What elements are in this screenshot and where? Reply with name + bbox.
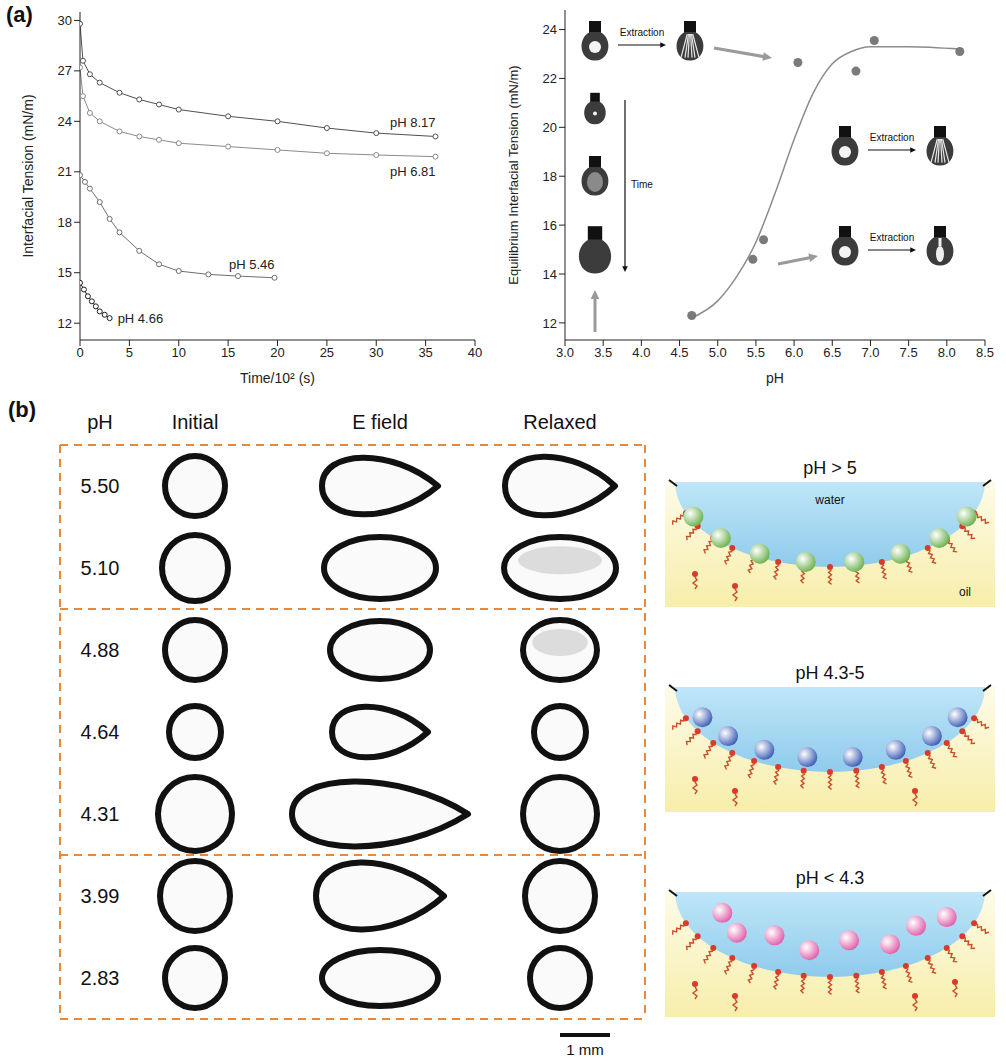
svg-text:14: 14 <box>543 267 557 282</box>
svg-text:24: 24 <box>58 114 72 129</box>
svg-text:(b): (b) <box>8 397 36 422</box>
svg-text:pH: pH <box>766 370 784 386</box>
svg-text:20: 20 <box>543 120 557 135</box>
svg-text:15: 15 <box>221 345 235 360</box>
svg-text:Initial: Initial <box>172 411 219 433</box>
svg-text:3.0: 3.0 <box>556 345 574 360</box>
svg-text:water: water <box>814 493 844 507</box>
svg-text:35: 35 <box>418 345 432 360</box>
svg-text:5.0: 5.0 <box>709 345 727 360</box>
svg-text:18: 18 <box>543 169 557 184</box>
svg-text:8.5: 8.5 <box>976 345 994 360</box>
svg-text:pH 6.81: pH 6.81 <box>390 164 436 179</box>
svg-text:4.31: 4.31 <box>81 803 120 825</box>
svg-text:pH 4.3-5: pH 4.3-5 <box>795 663 864 683</box>
svg-text:4.0: 4.0 <box>632 345 650 360</box>
svg-text:Extraction: Extraction <box>870 132 914 143</box>
svg-text:2.83: 2.83 <box>81 967 120 989</box>
svg-text:pH 5.46: pH 5.46 <box>229 257 275 272</box>
svg-text:5.10: 5.10 <box>81 557 120 579</box>
svg-text:E field: E field <box>352 411 408 433</box>
svg-text:5.50: 5.50 <box>81 475 120 497</box>
svg-text:3.99: 3.99 <box>81 885 120 907</box>
svg-text:Extraction: Extraction <box>870 232 914 243</box>
svg-text:pH < 4.3: pH < 4.3 <box>796 868 865 888</box>
html-text:(a): (a) <box>6 2 33 27</box>
svg-text:pH > 5: pH > 5 <box>803 458 857 478</box>
svg-text:5.5: 5.5 <box>747 345 765 360</box>
svg-text:4.64: 4.64 <box>81 721 120 743</box>
svg-text:0: 0 <box>76 345 83 360</box>
svg-text:Time: Time <box>631 179 653 190</box>
svg-text:1 mm: 1 mm <box>566 1041 604 1058</box>
svg-text:Time/10² (s): Time/10² (s) <box>240 370 315 386</box>
svg-text:pH: pH <box>87 411 113 433</box>
svg-text:pH 4.66: pH 4.66 <box>118 311 164 326</box>
svg-text:30: 30 <box>369 345 383 360</box>
svg-text:Extraction: Extraction <box>620 27 664 38</box>
svg-text:12: 12 <box>543 316 557 331</box>
svg-text:20: 20 <box>270 345 284 360</box>
svg-text:5: 5 <box>126 345 133 360</box>
svg-text:22: 22 <box>543 71 557 86</box>
svg-text:40: 40 <box>468 345 482 360</box>
svg-text:24: 24 <box>543 22 557 37</box>
svg-text:18: 18 <box>58 215 72 230</box>
svg-text:7.5: 7.5 <box>900 345 918 360</box>
svg-text:21: 21 <box>58 164 72 179</box>
svg-text:25: 25 <box>320 345 334 360</box>
svg-text:Relaxed: Relaxed <box>523 411 596 433</box>
svg-text:12: 12 <box>58 316 72 331</box>
svg-text:30: 30 <box>58 13 72 28</box>
svg-text:16: 16 <box>543 218 557 233</box>
svg-text:4.88: 4.88 <box>81 639 120 661</box>
svg-text:15: 15 <box>58 265 72 280</box>
svg-text:6.0: 6.0 <box>785 345 803 360</box>
svg-text:3.5: 3.5 <box>594 345 612 360</box>
svg-text:27: 27 <box>58 63 72 78</box>
svg-text:Interfacial Tension (mN/m): Interfacial Tension (mN/m) <box>20 94 36 257</box>
svg-text:4.5: 4.5 <box>671 345 689 360</box>
svg-text:oil: oil <box>959 585 971 599</box>
svg-text:6.5: 6.5 <box>823 345 841 360</box>
svg-text:Equilibrium Interfacial Tensio: Equilibrium Interfacial Tension (mN/m) <box>506 65 521 284</box>
svg-text:10: 10 <box>172 345 186 360</box>
svg-text:7.0: 7.0 <box>861 345 879 360</box>
svg-text:8.0: 8.0 <box>938 345 956 360</box>
svg-text:pH 8.17: pH 8.17 <box>390 115 436 130</box>
